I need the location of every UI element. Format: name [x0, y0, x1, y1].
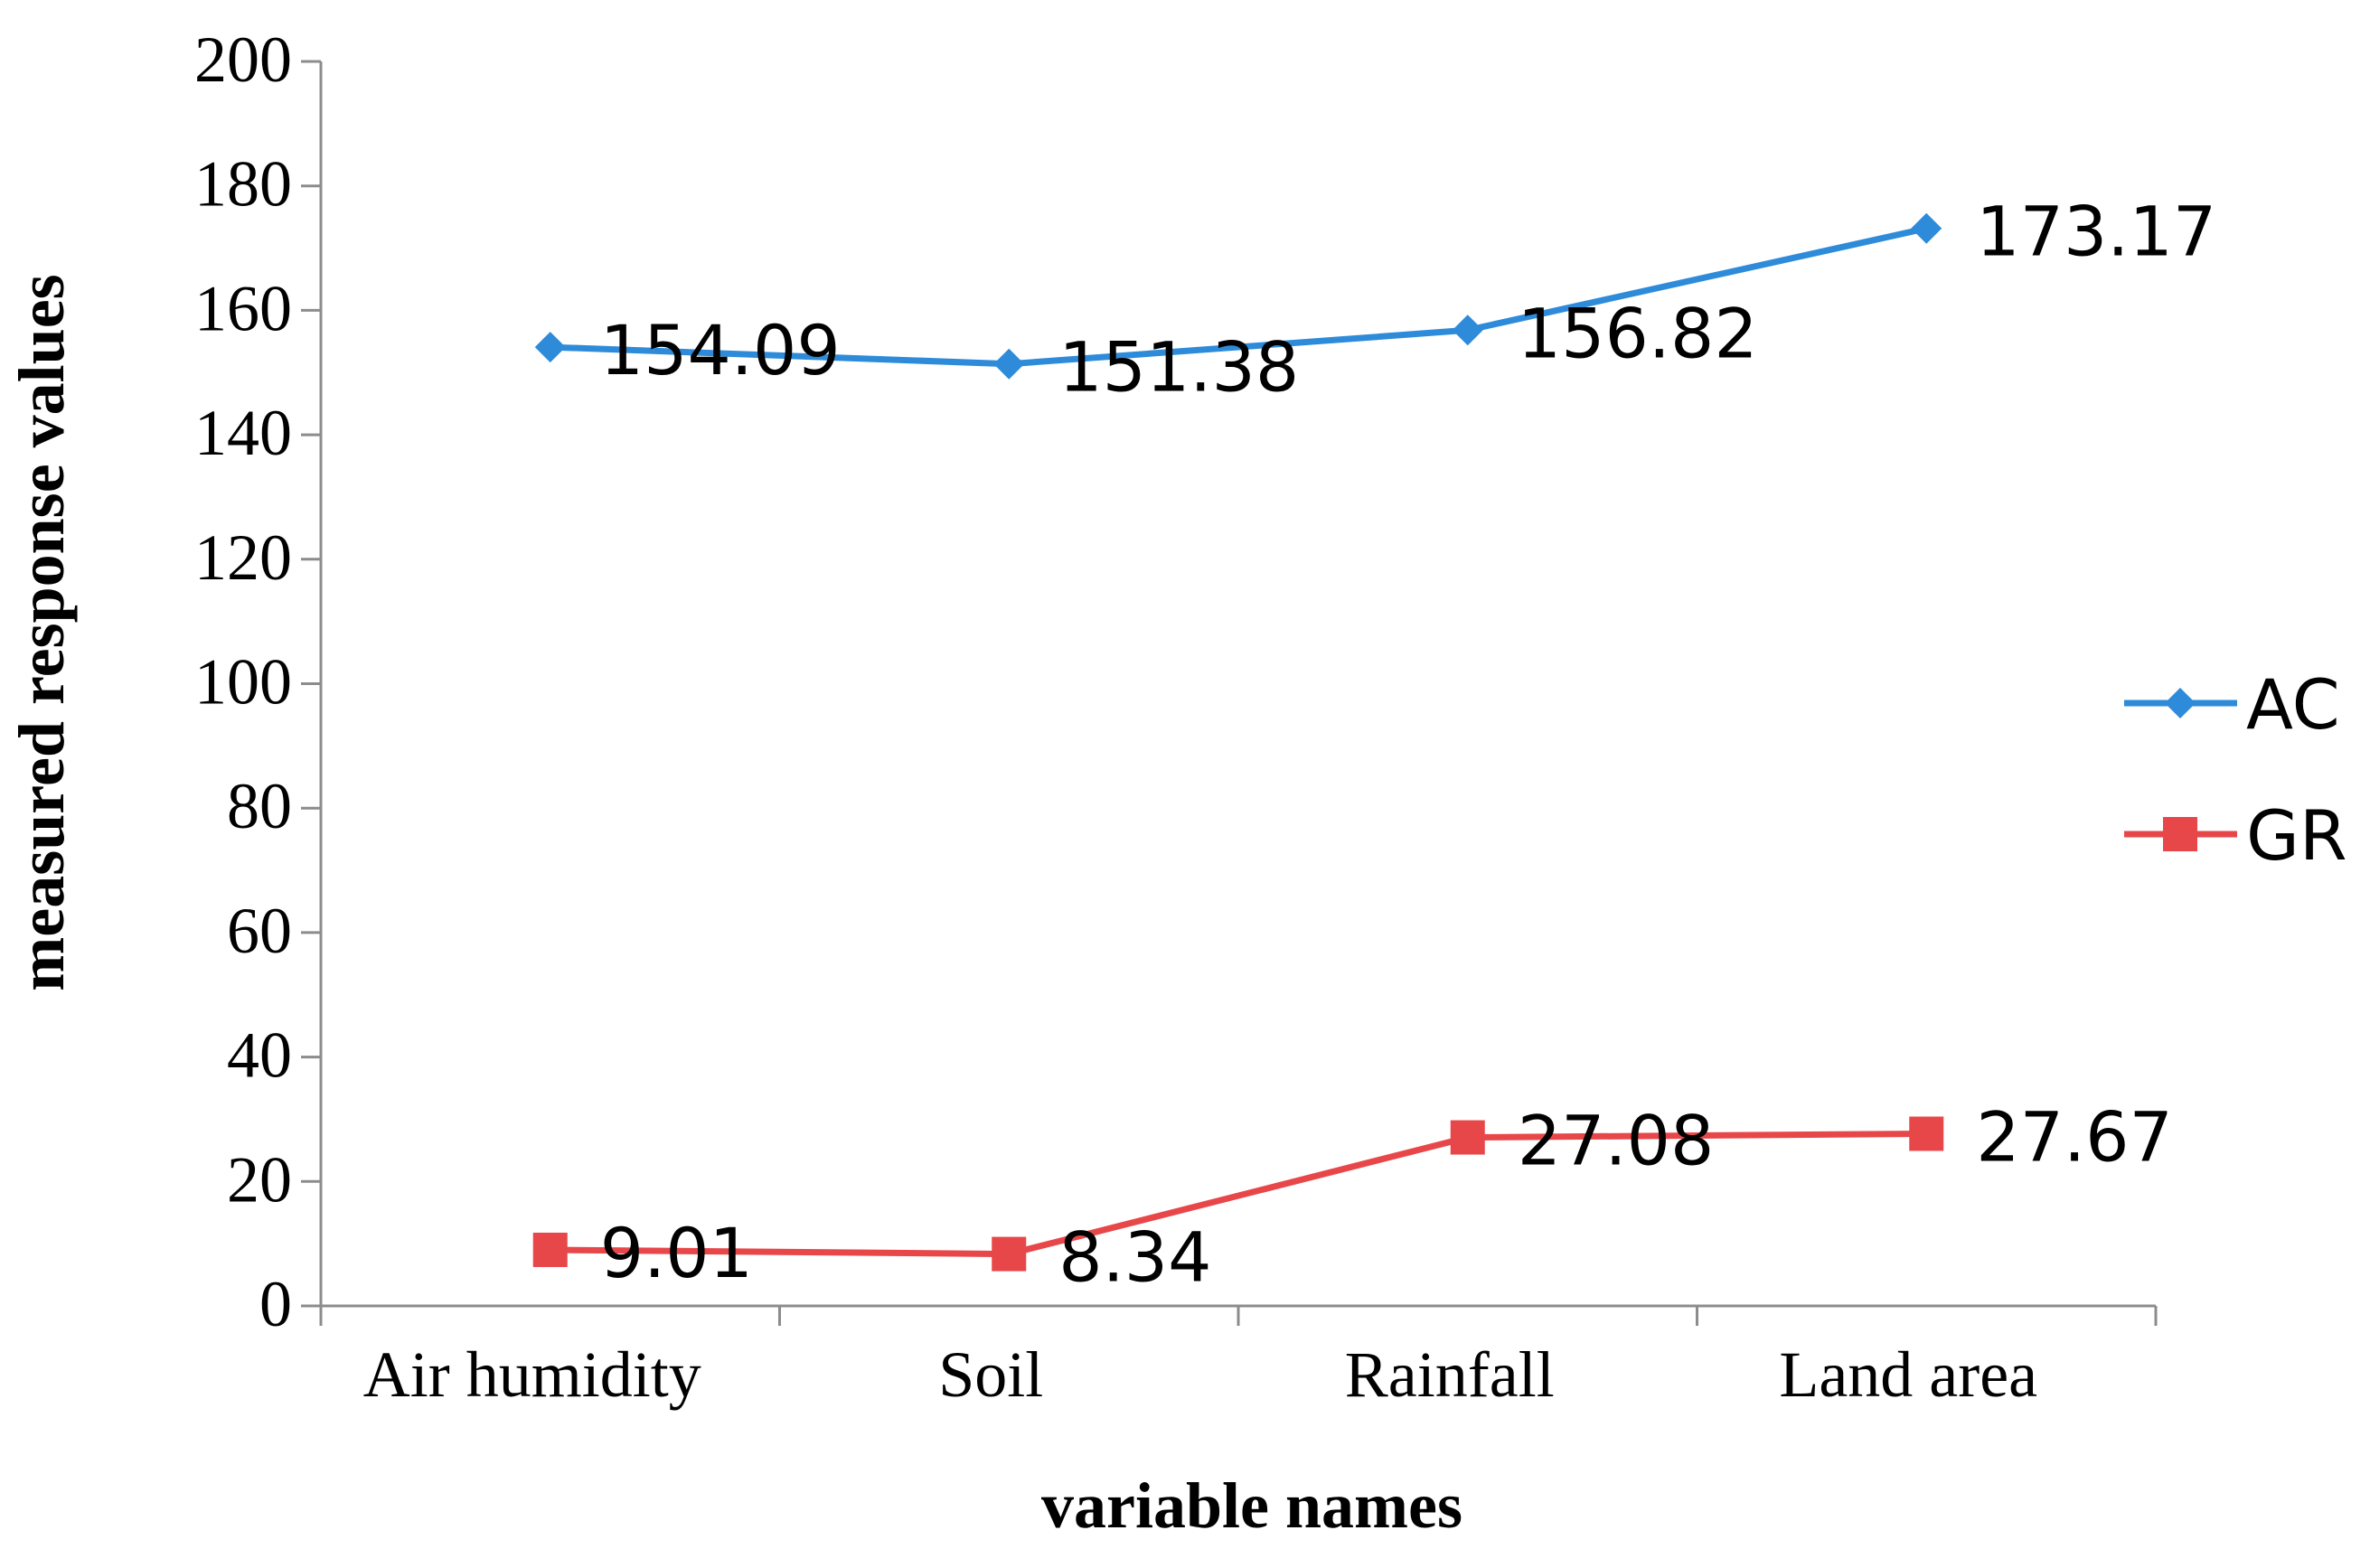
data-point-ac — [534, 332, 566, 363]
y-tick-label: 160 — [194, 272, 292, 344]
series-line-ac — [550, 225, 1928, 368]
data-label: 9.01 — [600, 1213, 753, 1293]
data-point-gr — [1909, 1116, 1944, 1151]
y-axis-label: measured response values — [5, 274, 78, 991]
data-label: 173.17 — [1976, 192, 2216, 272]
data-point-gr — [1450, 1120, 1485, 1155]
data-point-gr — [992, 1236, 1027, 1272]
data-label: 151.38 — [1058, 327, 1299, 408]
x-tick-label: Rainfall — [1345, 1338, 1555, 1411]
y-tick-label: 80 — [227, 770, 292, 842]
data-label: 154.09 — [600, 310, 841, 390]
series-gr: 9.01 8.34 27.08 27.67 — [532, 1096, 2173, 1298]
data-point-ac — [1452, 315, 1483, 346]
data-label: 8.34 — [1058, 1217, 1211, 1298]
series-line-gr — [550, 1130, 1927, 1258]
y-tick-label: 40 — [227, 1019, 292, 1092]
y-tick-label: 60 — [227, 895, 292, 967]
y-axis: 0 20 40 60 80 100 120 140 160 180 200 — [194, 23, 323, 1340]
series-ac: 154.09 151.38 156.82 173.17 — [534, 192, 2216, 408]
data-point-gr — [532, 1232, 568, 1267]
y-tick-label: 200 — [194, 23, 292, 96]
legend-label: AC — [2246, 664, 2340, 745]
legend-item-gr: GR — [2124, 795, 2347, 876]
x-tick-label: Land area — [1779, 1338, 2037, 1411]
legend-marker — [2163, 817, 2197, 851]
y-tick-label: 180 — [194, 148, 292, 221]
x-axis: Air humidity Soil Rainfall Land area — [301, 1304, 2158, 1411]
series-layer: 154.09 151.38 156.82 173.17 9.01 8.34 27.08 27.… — [532, 192, 2216, 1298]
data-label: 156.82 — [1518, 293, 1758, 373]
x-axis-label: variable names — [1041, 1469, 1462, 1542]
legend-marker — [2165, 688, 2196, 718]
legend: AC GR — [2124, 664, 2347, 876]
data-label: 27.08 — [1518, 1101, 1715, 1181]
y-tick-label: 120 — [194, 521, 292, 594]
data-point-ac — [1911, 212, 1942, 244]
data-point-ac — [993, 348, 1025, 380]
legend-label: GR — [2246, 795, 2347, 876]
y-tick-label: 140 — [194, 397, 292, 469]
legend-item-ac: AC — [2124, 664, 2340, 745]
x-tick-label: Air humidity — [363, 1338, 701, 1411]
data-label: 27.67 — [1976, 1096, 2173, 1177]
y-tick-label: 0 — [259, 1268, 292, 1340]
y-tick-label: 100 — [194, 646, 292, 718]
y-tick-label: 20 — [227, 1143, 292, 1216]
x-tick-label: Soil — [938, 1338, 1043, 1411]
